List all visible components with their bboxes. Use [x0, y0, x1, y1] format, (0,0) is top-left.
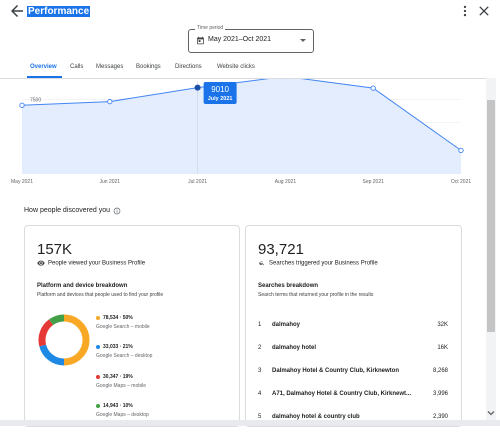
tab-messages[interactable]: Messages — [96, 64, 124, 70]
searches-label: Searches triggered your Business Profile — [258, 260, 378, 267]
search-rank: 5 — [258, 414, 262, 420]
legend-value: 33,033 · 21% — [103, 344, 133, 350]
search-term: dalmahoy hotel & country club — [272, 414, 360, 420]
data-point — [194, 84, 201, 91]
platform-donut-chart — [38, 314, 90, 366]
x-tick-label: Oct 2021 — [451, 179, 472, 185]
close-icon[interactable] — [476, 3, 492, 19]
series-line — [21, 79, 462, 151]
legend-item: 30,347 · 19% Google Maps – mobile — [96, 374, 146, 389]
donut-slice — [63, 314, 90, 366]
legend-item: 33,033 · 21% Google Search – desktop — [96, 344, 152, 359]
y-tick-label: 7500 — [30, 97, 41, 103]
views-label-text: People viewed your Business Profile — [48, 260, 146, 267]
dialog-bottom-edge — [0, 420, 500, 426]
donut-slice — [39, 344, 65, 366]
time-period-select[interactable]: Time period May 2021–Oct 2021 — [188, 25, 314, 53]
section-title: How people discovered you — [24, 207, 110, 214]
search-term: dalmahoy hotel — [272, 345, 317, 351]
legend-dot — [96, 403, 100, 408]
time-period-value: May 2021–Oct 2021 — [208, 36, 272, 43]
search-count: 3,996 — [432, 391, 448, 397]
calendar-icon — [197, 36, 204, 45]
search-term: dalmahoy — [272, 322, 301, 328]
search-term-row: 5 dalmahoy hotel & country club 2,390 — [258, 414, 448, 434]
legend-value: 14,943 · 10% — [103, 403, 133, 409]
tab-directions[interactable]: Directions — [175, 64, 202, 70]
data-point — [19, 102, 25, 108]
legend-dot — [96, 344, 100, 349]
searches-breakdown-desc: Search terms that returned your profile … — [258, 292, 374, 298]
search-count: 16K — [437, 345, 448, 351]
x-tick-label: Jun 2021 — [100, 179, 121, 185]
legend-value: 78,534 · 50% — [103, 315, 133, 321]
search-rank: 3 — [258, 368, 262, 374]
platform-breakdown-desc: Platform and devices that people used to… — [37, 292, 164, 298]
legend-name: Google Maps – desktop — [96, 412, 149, 418]
x-tick-label: Jul 2021 — [188, 179, 207, 185]
donut-slice — [38, 319, 54, 347]
search-count: 8,268 — [432, 368, 448, 374]
divider — [0, 78, 486, 79]
search-count: 2,390 — [432, 414, 448, 420]
search-rank: 1 — [258, 322, 262, 328]
searches-count: 93,721 — [258, 241, 304, 258]
active-tab-indicator — [27, 76, 62, 78]
platform-breakdown-title: Platform and device breakdown — [37, 283, 128, 289]
search-term-row: 4 A71, Dalmahoy Hotel & Country Club, Ki… — [258, 391, 448, 411]
tab-overview[interactable]: Overview — [30, 64, 57, 70]
x-tick-label: Aug 2021 — [275, 179, 297, 185]
search-icon — [259, 261, 265, 266]
search-count: 32K — [437, 322, 448, 328]
more-vert-icon[interactable] — [458, 3, 472, 19]
x-tick-label: May 2021 — [11, 179, 33, 185]
eye-icon — [37, 260, 45, 266]
tab-bookings[interactable]: Bookings — [136, 64, 161, 70]
tooltip-box — [203, 82, 237, 104]
search-term: A71, Dalmahoy Hotel & Country Club, Kirk… — [272, 391, 412, 397]
page-title: Performance — [27, 6, 91, 17]
views-label: People viewed your Business Profile — [37, 260, 145, 267]
legend-dot — [96, 374, 100, 379]
dropdown-arrow-icon — [300, 39, 306, 42]
info-icon[interactable] — [113, 207, 121, 215]
data-point — [107, 98, 113, 105]
back-arrow-icon[interactable] — [8, 2, 26, 20]
header: Performance — [0, 0, 500, 24]
x-tick-label: Sep 2021 — [362, 179, 384, 185]
donut-slice — [49, 314, 65, 326]
search-rank: 2 — [258, 345, 262, 351]
legend-name: Google Search – mobile — [96, 324, 150, 330]
tab-website-clicks[interactable]: Website clicks — [217, 64, 255, 70]
searches-label-text: Searches triggered your Business Profile — [269, 260, 378, 267]
search-term-row: 1 dalmahoy 32K — [258, 322, 448, 342]
scrollbar-thumb[interactable] — [487, 100, 495, 332]
search-term-row: 3 Dalmahoy Hotel & Country Club, Kirknew… — [258, 368, 448, 388]
y-tick-label: 10K — [30, 79, 40, 80]
tooltip-label: July 2021 — [208, 96, 233, 102]
data-point — [458, 147, 464, 154]
searches-breakdown-title: Searches breakdown — [258, 283, 319, 289]
views-count: 157K — [37, 241, 73, 258]
legend-item: 14,943 · 10% Google Maps – desktop — [96, 403, 149, 418]
search-term: Dalmahoy Hotel & Country Club, Kirknewto… — [272, 368, 400, 374]
area-fill — [22, 79, 461, 174]
data-point — [370, 85, 376, 91]
tab-bar: Overview Calls Messages Bookings Directi… — [0, 58, 500, 78]
search-term-row: 2 dalmahoy hotel 16K — [258, 345, 448, 365]
searches-card: 93,721 Searches triggered your Business … — [245, 225, 462, 427]
legend-value: 30,347 · 19% — [103, 374, 133, 380]
legend-name: Google Maps – mobile — [96, 383, 147, 389]
tab-calls[interactable]: Calls — [70, 64, 84, 70]
legend-dot — [96, 315, 100, 320]
profile-views-card: 157K People viewed your Business Profile… — [24, 225, 240, 427]
time-period-label: Time period — [195, 25, 226, 31]
legend-name: Google Search – desktop — [96, 353, 153, 359]
scroll-down-icon[interactable] — [486, 408, 496, 418]
tooltip-value: 9010 — [211, 85, 229, 94]
legend-item: 78,534 · 50% Google Search – mobile — [96, 315, 150, 330]
search-rank: 4 — [258, 391, 262, 397]
